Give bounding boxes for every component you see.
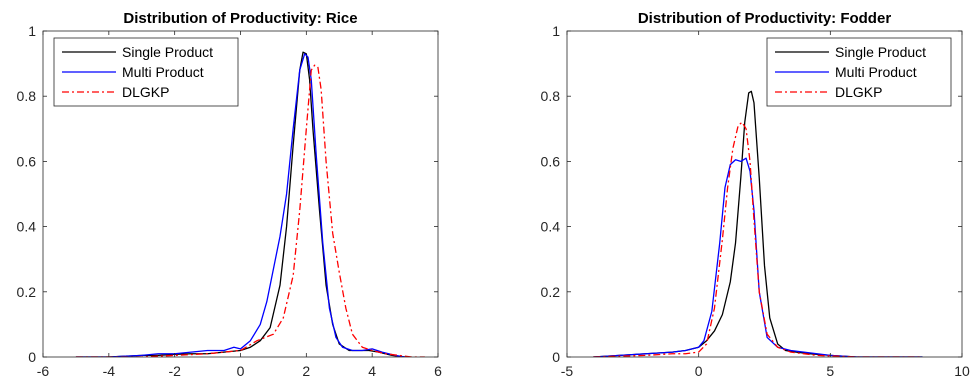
legend-label: Single Product [122, 44, 213, 60]
legend: Single Product Multi Product DLGKP [766, 37, 952, 107]
y-tick-label: 0.8 [17, 88, 37, 104]
series-line-dlgkp [75, 64, 425, 357]
legend: Single Product Multi Product DLGKP [53, 37, 239, 107]
x-tick-label: 10 [954, 363, 970, 379]
legend-label: Multi Product [122, 64, 204, 80]
y-tick-label: 0.4 [17, 219, 37, 235]
y-tick-label: 0.2 [17, 284, 37, 300]
plot-area: -6 -4 -2 0 2 4 6 0 0.2 0.4 0.6 0.8 1 [17, 23, 443, 379]
fodder-chart-panel: Distribution of Productivity: Fodder -5 0… [541, 10, 970, 379]
x-tick-label: -6 [37, 363, 50, 379]
y-tick-label: 0.6 [17, 153, 37, 169]
y-tick-label: 0.8 [541, 88, 561, 104]
legend-label: DLGKP [835, 84, 882, 100]
y-tick-label: 0.4 [541, 219, 561, 235]
legend-label: Single Product [835, 44, 926, 60]
y-tick-label: 0.6 [541, 153, 561, 169]
legend-label: Multi Product [835, 64, 917, 80]
y-tick-label: 0 [28, 349, 36, 365]
series-line-multi-product [75, 53, 406, 357]
x-tick-label: -4 [103, 363, 116, 379]
x-tick-label: 2 [302, 363, 310, 379]
axes-box [566, 30, 963, 358]
x-tick-label: 0 [237, 363, 245, 379]
x-tick-label: 4 [368, 363, 376, 379]
x-tick-label: 6 [434, 363, 442, 379]
y-tick-label: 1 [28, 23, 36, 39]
y-tick-label: 1 [552, 23, 560, 39]
x-tick-label: -5 [561, 363, 574, 379]
chart-title: Distribution of Productivity: Fodder [638, 10, 891, 27]
x-tick-label: 0 [695, 363, 703, 379]
x-tick-label: -2 [168, 363, 181, 379]
chart-title: Distribution of Productivity: Rice [123, 10, 357, 27]
series-line-dlgkp [593, 121, 923, 357]
y-tick-label: 0 [552, 349, 560, 365]
legend-label: DLGKP [122, 84, 169, 100]
x-tick-label: 5 [826, 363, 834, 379]
series-line-multi-product [593, 157, 923, 357]
rice-chart-panel: Distribution of Productivity: Rice -6 -4-… [17, 10, 443, 379]
series-group [75, 51, 425, 357]
y-tick-label: 0.2 [541, 284, 561, 300]
series-group [593, 90, 923, 357]
